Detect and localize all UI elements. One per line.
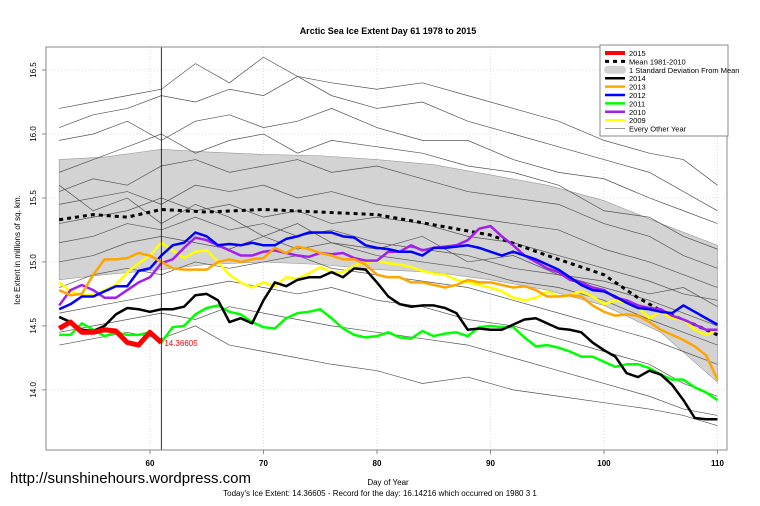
- y-tick-label: 16.5: [29, 62, 38, 78]
- chart-title: Arctic Sea Ice Extent Day 61 1978 to 201…: [300, 26, 477, 36]
- legend-label: 2012: [629, 91, 646, 100]
- legend-label: Mean 1981-2010: [629, 57, 686, 66]
- other-year-line: [59, 306, 718, 416]
- other-year-line: [59, 76, 718, 212]
- y-tick-label: 15.0: [29, 254, 38, 270]
- mean-line: [58, 207, 719, 337]
- x-tick-label: 90: [486, 459, 495, 468]
- y-tick-label: 14.5: [29, 318, 38, 334]
- plot-frame: [45, 46, 728, 451]
- legend-label: Every Other Year: [629, 125, 687, 134]
- y-axis-label: Ice Extent in millions of sq. km.: [13, 195, 22, 305]
- legend-label: 1 Standard Deviation From Mean: [629, 66, 739, 75]
- other-year-line: [59, 108, 718, 224]
- current-value-label: 14.36605: [164, 339, 198, 348]
- other-year-line: [58, 184, 718, 308]
- x-tick-label: 100: [597, 459, 611, 468]
- legend-label: 2015: [629, 49, 646, 58]
- other-year-line: [59, 56, 718, 186]
- legend-label: 2013: [629, 83, 646, 92]
- x-tick-label: 110: [711, 459, 724, 468]
- y-tick-label: 16.0: [29, 126, 38, 142]
- legend-label: 2009: [629, 116, 646, 125]
- legend-label: 2010: [629, 108, 646, 117]
- x-tick-label: 80: [373, 459, 382, 468]
- series-line-2014: [58, 267, 718, 421]
- other-year-line: [59, 235, 718, 346]
- x-axis-label: Day of Year: [367, 478, 409, 487]
- other-year-line: [59, 216, 718, 327]
- series-line-2012: [58, 231, 719, 326]
- other-year-line: [59, 159, 718, 269]
- y-tick-label: 14.0: [29, 382, 38, 398]
- legend-swatch-band: [604, 65, 626, 74]
- series-line-2011: [59, 304, 719, 402]
- x-tick-label: 60: [146, 459, 155, 468]
- other-year-line: [59, 184, 718, 288]
- watermark-url: http://sunshinehours.wordpress.com: [10, 470, 251, 487]
- series-line-2015: [57, 319, 163, 348]
- x-tick-label: 70: [259, 459, 268, 468]
- other-year-line: [59, 255, 718, 365]
- y-tick-label: 15.5: [29, 190, 38, 206]
- legend-label: 2014: [629, 74, 646, 83]
- std-deviation-band: [58, 149, 718, 383]
- other-year-line: [59, 133, 718, 250]
- footer-text: Today's Ice Extent: 14.36605 - Record fo…: [223, 489, 537, 498]
- series-line-2013: [58, 245, 719, 381]
- other-year-line: [59, 197, 718, 301]
- legend-label: 2011: [629, 99, 645, 108]
